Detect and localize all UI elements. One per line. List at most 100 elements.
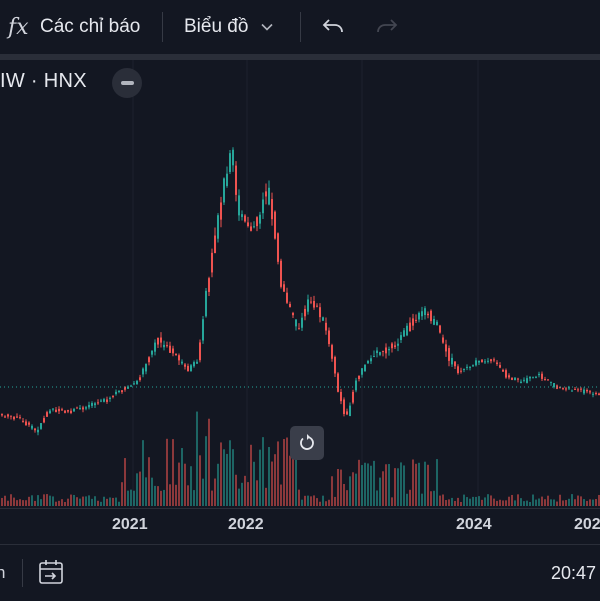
candle-body: [106, 399, 108, 402]
volume-bar: [82, 496, 84, 506]
volume-bar: [454, 500, 456, 506]
volume-bar: [418, 462, 420, 506]
volume-bar: [190, 466, 192, 506]
candle-body: [151, 350, 153, 355]
volume-bar: [115, 497, 117, 506]
bottom-toolbar: n 20:47: [0, 544, 600, 601]
volume-bar: [502, 500, 504, 506]
candle-body: [433, 319, 435, 325]
collapse-legend-button[interactable]: [112, 68, 142, 98]
volume-bar: [313, 495, 315, 506]
candle-body: [559, 387, 561, 389]
volume-bar: [475, 496, 477, 506]
candle-body: [535, 376, 537, 378]
candle-body: [460, 370, 462, 372]
chart-type-button[interactable]: Biểu đồ: [184, 0, 274, 54]
function-icon[interactable]: fx: [8, 0, 29, 54]
volume-bar: [508, 496, 510, 506]
volume-bar: [556, 501, 558, 506]
volume-bar: [448, 499, 450, 506]
candle-body: [97, 402, 99, 404]
redo-button[interactable]: [374, 0, 400, 54]
undo-button[interactable]: [320, 0, 346, 54]
volume-bar: [88, 495, 90, 506]
candle-body: [277, 233, 279, 262]
volume-bar: [568, 498, 570, 506]
candle-body: [394, 345, 396, 348]
candle-body: [25, 421, 27, 426]
volume-bar: [520, 498, 522, 506]
volume-bar: [160, 490, 162, 506]
candle-body: [37, 429, 39, 433]
volume-bar: [178, 462, 180, 506]
volume-bar: [343, 484, 345, 506]
symbol-label[interactable]: IW · HNX: [0, 70, 87, 92]
candle-body: [85, 407, 87, 409]
volume-bar: [280, 484, 282, 506]
candle-body: [145, 363, 147, 372]
candle-body: [388, 349, 390, 351]
candle-body: [67, 410, 69, 412]
volume-bar: [445, 500, 447, 506]
price-chart[interactable]: [0, 60, 600, 508]
candle-body: [379, 352, 381, 355]
volume-bar: [187, 485, 189, 506]
volume-bar: [583, 499, 585, 506]
candle-body: [523, 379, 525, 381]
candle-body: [271, 199, 273, 220]
toolbar-divider: [162, 12, 163, 42]
candle-body: [478, 360, 480, 363]
volume-bar: [31, 495, 33, 506]
volume-bar: [91, 498, 93, 506]
volume-bar: [154, 485, 156, 506]
candle-body: [586, 389, 588, 392]
volume-bar: [592, 499, 594, 506]
candle-body: [472, 365, 474, 367]
volume-bar: [259, 449, 261, 506]
candle-body: [175, 353, 177, 356]
candle-body: [517, 378, 519, 380]
candle-body: [370, 358, 372, 362]
clock-time: 20:47: [551, 563, 597, 583]
candle-body: [328, 330, 330, 345]
candle-body: [172, 348, 174, 354]
candle-body: [412, 318, 414, 326]
candle-body: [346, 411, 348, 415]
candle-body: [286, 292, 288, 303]
candle-body: [577, 389, 579, 391]
candle-body: [64, 410, 66, 413]
candle-body: [571, 390, 573, 392]
candle-body: [211, 252, 213, 273]
candle-body: [184, 364, 186, 367]
chart-pane[interactable]: [0, 60, 600, 508]
go-to-date-button[interactable]: [36, 557, 66, 592]
go-to-date-icon: [39, 560, 63, 584]
volume-bar: [277, 441, 279, 506]
time-axis[interactable]: 2021 2022 2024 202: [0, 508, 600, 545]
candle-body: [313, 300, 315, 308]
top-toolbar: fx Các chỉ báo Biểu đồ: [0, 0, 600, 54]
volume-bar: [58, 500, 60, 506]
candle-body: [157, 337, 159, 345]
candle-body: [439, 325, 441, 333]
candle-body: [283, 284, 285, 292]
volume-bar: [175, 484, 177, 506]
candle-body: [295, 319, 297, 327]
volume-bar: [298, 489, 300, 506]
volume-bar: [85, 496, 87, 506]
candle-body: [334, 357, 336, 374]
candle-body: [88, 404, 90, 408]
volume-bar: [208, 418, 210, 506]
undo-icon: [322, 19, 343, 33]
volume-bar: [172, 439, 174, 506]
candle-body: [349, 405, 351, 417]
timeframe-label[interactable]: n: [0, 563, 6, 582]
candle-body: [28, 422, 30, 425]
candle-body: [244, 215, 246, 222]
volume-bar: [472, 496, 474, 506]
candle-body: [265, 191, 267, 197]
indicators-button[interactable]: Các chỉ báo: [40, 0, 140, 54]
volume-bar: [562, 500, 564, 506]
volume-bar: [109, 497, 111, 506]
reset-chart-button[interactable]: [290, 426, 324, 460]
